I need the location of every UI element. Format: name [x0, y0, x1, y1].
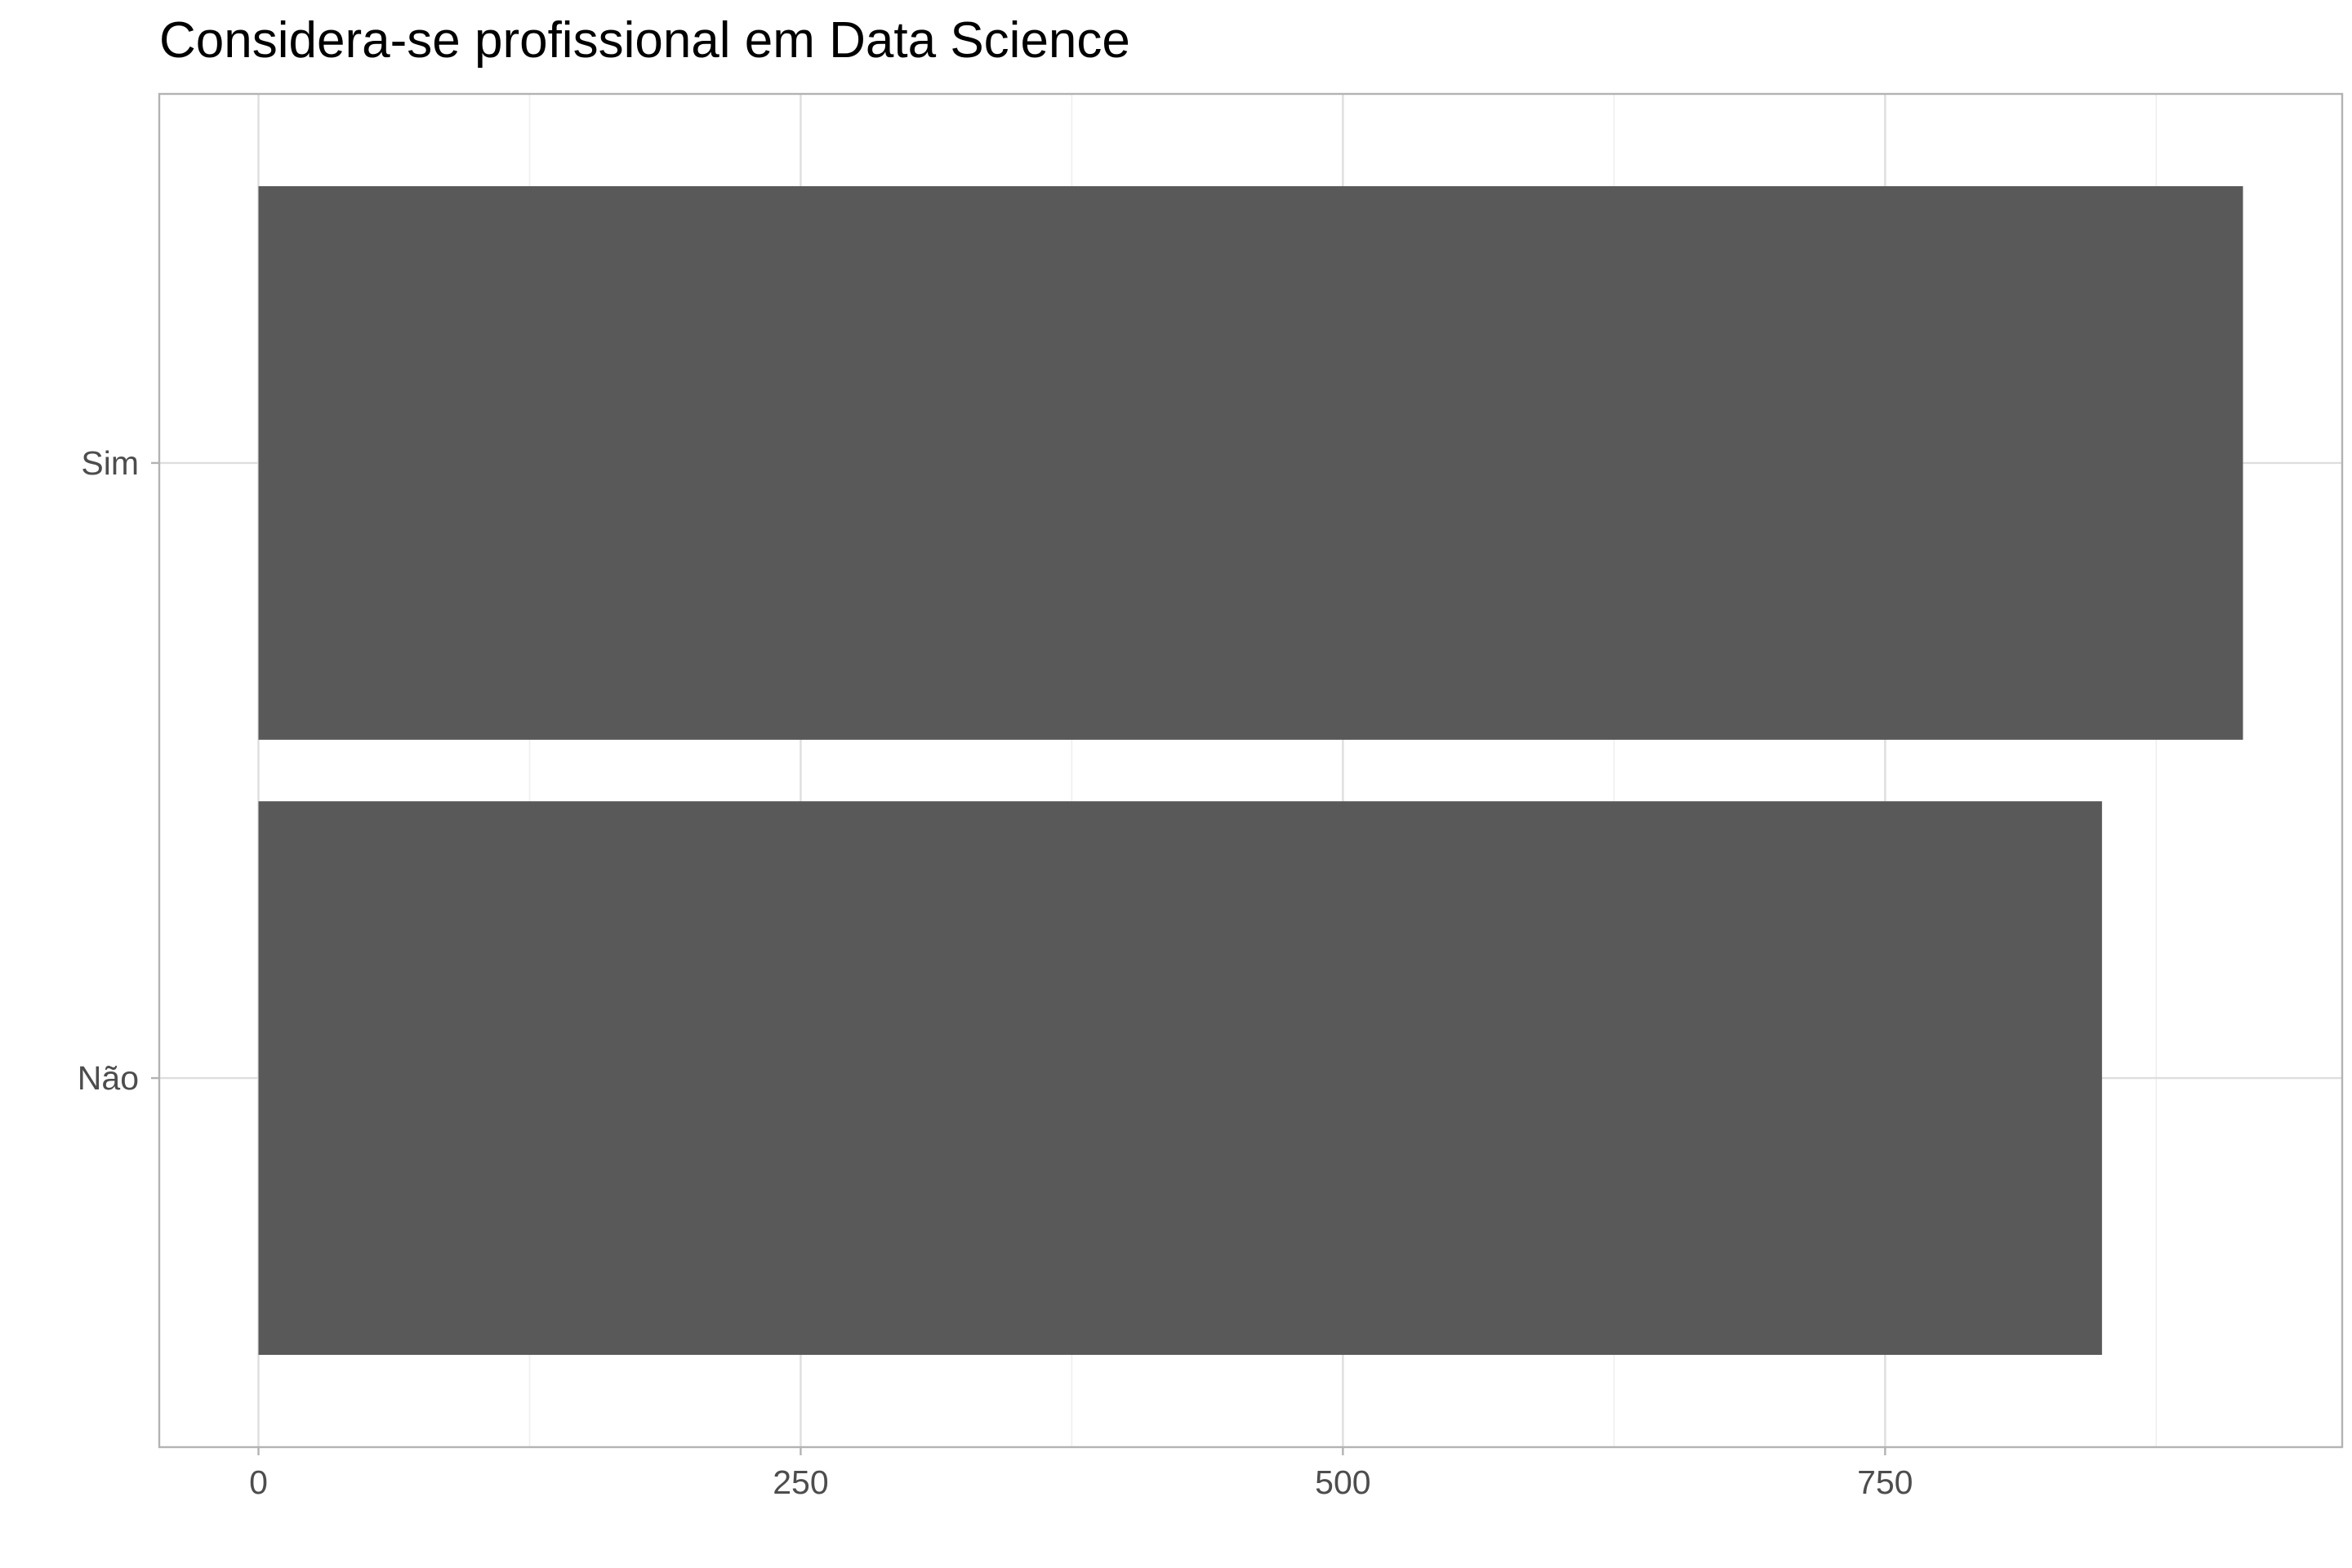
x-tick-label: 250	[773, 1463, 828, 1501]
x-tick-label: 500	[1315, 1463, 1370, 1501]
x-tick-label: 0	[249, 1463, 268, 1501]
y-tick-label: Sim	[81, 444, 139, 482]
plot-area: 0 250 500 750 Não Sim	[78, 92, 2344, 1501]
bar-sim	[258, 185, 2243, 740]
chart-title: Considera-se profissional em Data Scienc…	[159, 12, 1130, 69]
y-tick-label: Não	[78, 1059, 139, 1097]
panel-border	[158, 92, 2344, 1449]
x-tick-label: 750	[1857, 1463, 1913, 1501]
bar-não	[258, 801, 2102, 1356]
